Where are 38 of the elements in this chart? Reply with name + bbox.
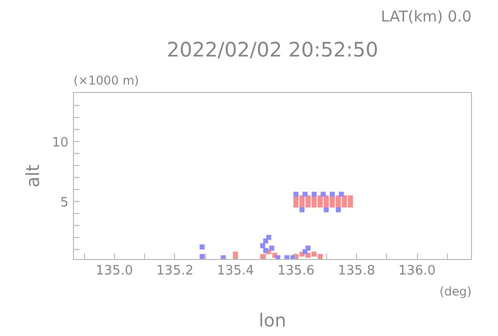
y-tick-label: 10 (52, 136, 69, 151)
x-tick-label: 135.0 (96, 264, 133, 278)
point (330, 192, 335, 197)
point (318, 254, 323, 260)
point (312, 192, 317, 197)
point (275, 255, 280, 260)
point (348, 195, 353, 200)
point (260, 254, 266, 260)
x-axis-title: lon (258, 310, 286, 332)
point (336, 207, 341, 212)
x-tick-label: 135.8 (338, 264, 376, 278)
point (293, 192, 298, 197)
x-tick-label: 135.6 (277, 264, 315, 278)
x-tick-label: 135.4 (216, 264, 254, 278)
chart-title: 2022/02/02 20:52:50 (166, 38, 378, 62)
point (260, 243, 266, 248)
point (312, 252, 317, 257)
text: LAT(km) 0.0 (380, 8, 472, 26)
point (306, 252, 311, 258)
point (200, 244, 205, 250)
point (320, 192, 326, 197)
point (306, 246, 311, 251)
point (338, 192, 344, 197)
y-axis-title: alt (22, 164, 44, 188)
point (220, 255, 226, 260)
x-tick-label: 136.0 (398, 264, 436, 278)
text: (deg) (440, 284, 472, 298)
point (300, 207, 305, 212)
point (266, 234, 272, 240)
point (284, 255, 290, 260)
x-tick-label: 135.2 (156, 264, 194, 278)
text: (×1000 m) (74, 74, 139, 88)
point (200, 254, 205, 260)
y-tick-label: 5 (60, 195, 69, 210)
point (263, 248, 268, 254)
point (269, 246, 274, 251)
point (302, 192, 308, 197)
point (324, 207, 329, 212)
